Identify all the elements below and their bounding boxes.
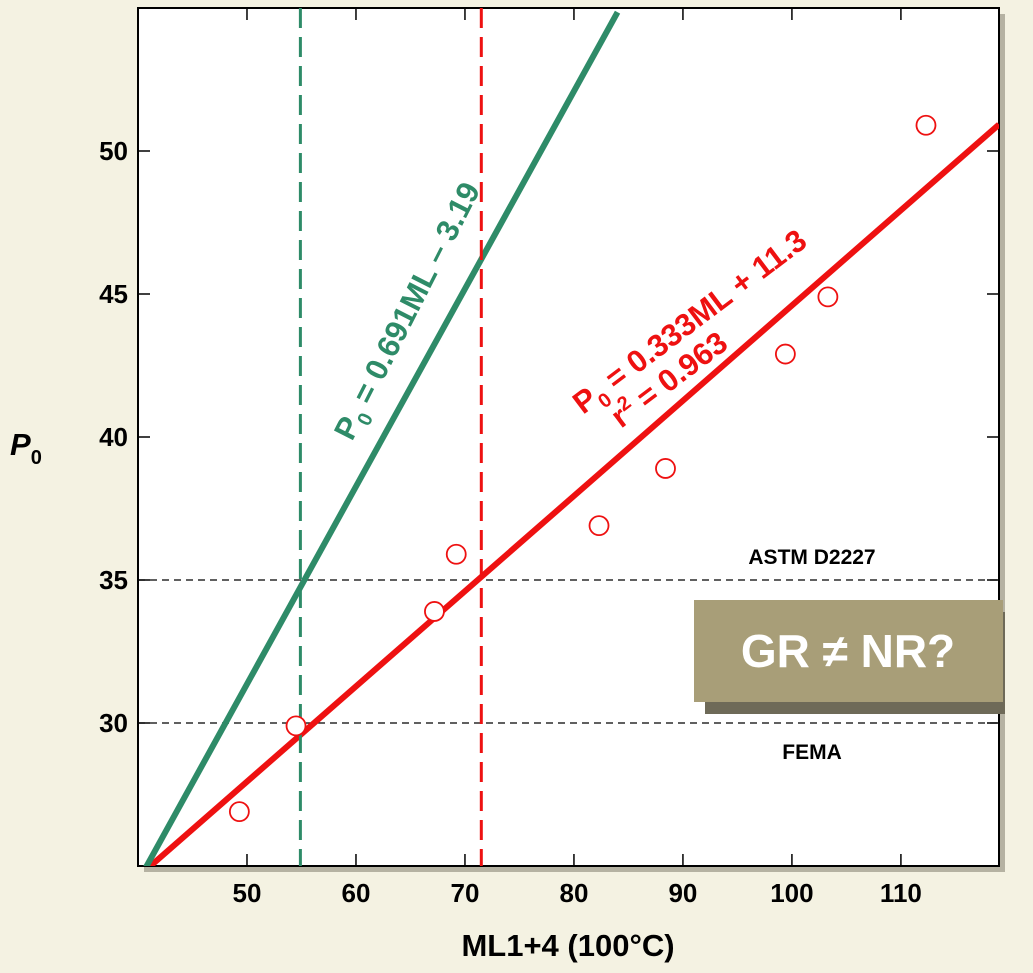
- y-tick-label: 30: [99, 708, 128, 738]
- data-point: [445, 543, 467, 565]
- data-point: [424, 601, 445, 622]
- data-point: [655, 458, 676, 479]
- y-tick-label: 40: [99, 422, 128, 452]
- data-point: [915, 114, 937, 136]
- horizontal-ref-label: ASTM D2227: [748, 546, 875, 569]
- x-tick-label: 60: [342, 878, 371, 908]
- data-points-layer: [228, 114, 937, 823]
- x-tick-label: 50: [233, 878, 262, 908]
- data-point: [285, 715, 307, 737]
- callout-text: GR ≠ NR?: [741, 625, 955, 677]
- data-point: [817, 286, 839, 308]
- x-tick-label: 90: [668, 878, 697, 908]
- green-fit-line: [143, 10, 621, 866]
- y-axis-title-sub: 0: [31, 447, 42, 469]
- x-tick-label: 110: [880, 878, 922, 908]
- x-tick-label: 70: [451, 878, 480, 908]
- data-point: [774, 343, 796, 365]
- x-tick-label: 100: [770, 878, 813, 908]
- x-axis-title: ML1+4 (100°C): [461, 928, 674, 963]
- horizontal-reference-lines: ASTM D2227 FEMA: [138, 546, 999, 764]
- y-tick-label: 50: [99, 136, 128, 166]
- fit-lines-layer: [143, 10, 999, 866]
- y-axis-title: P0: [10, 427, 42, 469]
- y-tick-label: 45: [99, 279, 128, 309]
- ticks-layer: 50 60 70 80 90 100 110 30 35 40 45 50: [99, 8, 999, 908]
- data-point: [228, 801, 250, 823]
- y-tick-label: 35: [99, 565, 128, 595]
- callout-box: [694, 600, 1003, 702]
- x-tick-label: 80: [559, 878, 588, 908]
- horizontal-ref-label: FEMA: [782, 741, 842, 764]
- data-point: [588, 515, 610, 537]
- y-axis-title-main: P: [10, 427, 31, 462]
- plot-area: [137, 7, 1000, 867]
- red-fit-line: [146, 122, 999, 866]
